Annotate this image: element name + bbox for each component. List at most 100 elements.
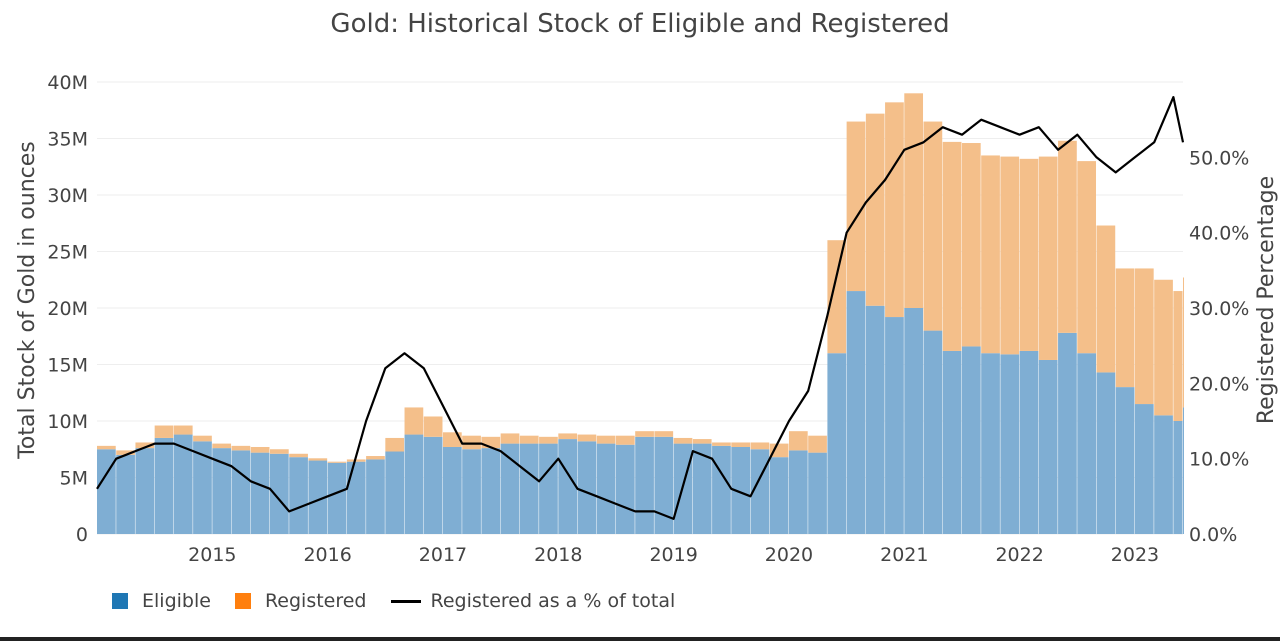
legend-item-eligible[interactable]: Eligible (112, 590, 211, 612)
bar-registered (366, 456, 385, 460)
bar-registered (385, 437, 405, 452)
bar-registered (1096, 225, 1116, 373)
y2-axis-label: Registered Percentage (1254, 176, 1279, 424)
bar-eligible (1154, 415, 1173, 534)
bar-registered (750, 442, 770, 450)
y-tick-label: 5M (60, 468, 88, 490)
bar-registered (500, 433, 520, 444)
legend-item-registered[interactable]: Registered (234, 590, 367, 612)
legend-label-registered: Registered (264, 590, 367, 612)
y2-axis-ticks: 0.0% 10.0% 20.0% 30.0% 40.0% 50.0% (1189, 147, 1249, 546)
bar-eligible (539, 443, 558, 534)
y-tick-label: 30M (47, 185, 88, 207)
bar-registered (308, 458, 328, 461)
bar-registered (442, 432, 462, 447)
bar-eligible (731, 446, 751, 534)
bar-eligible (1173, 421, 1183, 534)
bar-eligible (923, 330, 943, 534)
x-tick-label: 2015 (188, 544, 236, 566)
y-tick-label: 0 (76, 524, 88, 546)
bar-eligible (885, 317, 904, 534)
bar-eligible (942, 350, 962, 534)
bar-registered (97, 445, 116, 450)
bar-eligible (442, 446, 462, 534)
bar-registered (731, 442, 751, 447)
bar-eligible (346, 461, 366, 534)
x-tick-label: 2018 (534, 544, 582, 566)
bar-registered (519, 435, 539, 444)
bar-registered (231, 445, 251, 451)
bar-registered (788, 431, 808, 451)
bar-registered (1173, 291, 1183, 421)
bar-registered (1134, 268, 1154, 405)
bar-registered (462, 435, 481, 450)
bar-eligible (846, 291, 866, 534)
bar-eligible (1077, 353, 1097, 534)
y-tick-label: 15M (47, 355, 88, 377)
bar-eligible (116, 454, 135, 534)
legend-label-eligible: Eligible (142, 590, 211, 612)
bar-registered (692, 439, 712, 444)
x-tick-label: 2016 (303, 544, 351, 566)
bar-eligible (1115, 387, 1135, 534)
bar-eligible (1134, 404, 1154, 534)
bar-eligible (269, 453, 289, 534)
bar-eligible (635, 436, 654, 534)
bar-registered (808, 435, 827, 453)
x-tick-label: 2022 (995, 544, 1043, 566)
bar-eligible (462, 449, 481, 534)
bar-eligible (327, 462, 347, 534)
x-tick-label: 2020 (765, 544, 813, 566)
x-tick-label: 2019 (649, 544, 697, 566)
bar-eligible (692, 443, 712, 534)
legend-item-registered-percentage[interactable]: Registered as a % of total (390, 590, 676, 612)
x-tick-label: 2023 (1111, 544, 1159, 566)
bar-registered (250, 446, 270, 453)
bar-eligible (1000, 354, 1020, 534)
y2-tick-label: 10.0% (1189, 449, 1249, 471)
y-tick-label: 25M (47, 242, 88, 264)
bar-registered (193, 435, 212, 442)
bar-registered (404, 407, 424, 435)
bar-registered (827, 240, 847, 354)
bar-eligible (712, 445, 731, 534)
bar-registered (1154, 279, 1173, 416)
bar-eligible (154, 437, 174, 534)
legend: Eligible Registered Registered as a % of… (112, 590, 699, 612)
bar-eligible (904, 308, 924, 534)
bar-registered (1077, 161, 1097, 354)
y-tick-label: 40M (47, 72, 88, 94)
bar-eligible (385, 451, 405, 534)
bar-eligible (1019, 350, 1039, 534)
bar-eligible (827, 353, 847, 534)
x-tick-label: 2021 (880, 544, 928, 566)
bar-registered (154, 425, 174, 438)
bar-eligible (500, 443, 520, 534)
bar-eligible (250, 452, 270, 534)
bar-eligible (558, 439, 578, 534)
y-axis-label: Total Stock of Gold in ounces (15, 141, 40, 460)
y-tick-label: 10M (47, 411, 88, 433)
bar-eligible (788, 450, 808, 534)
legend-label-registered-percentage: Registered as a % of total (430, 590, 676, 612)
bar-eligible (193, 441, 212, 534)
bar-registered (615, 435, 635, 445)
bar-registered (942, 141, 962, 351)
bar-eligible (1096, 372, 1116, 534)
y-tick-label: 35M (47, 129, 88, 151)
bar-registered (673, 437, 693, 444)
y2-tick-label: 0.0% (1189, 524, 1237, 546)
bar-eligible (865, 305, 885, 534)
bar-registered (712, 442, 731, 446)
bar-registered (846, 121, 866, 292)
bar-registered (135, 442, 155, 449)
bar-registered (769, 443, 789, 458)
bar-eligible (423, 436, 443, 534)
bar-registered (269, 449, 289, 454)
bar-eligible (135, 448, 155, 534)
x-tick-label: 2017 (419, 544, 467, 566)
bar-eligible (961, 346, 981, 534)
bar-registered (1019, 158, 1039, 351)
bottom-rule (0, 637, 1280, 641)
